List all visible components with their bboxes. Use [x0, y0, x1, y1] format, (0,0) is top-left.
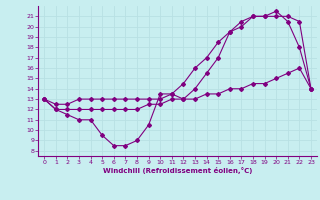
X-axis label: Windchill (Refroidissement éolien,°C): Windchill (Refroidissement éolien,°C) — [103, 167, 252, 174]
